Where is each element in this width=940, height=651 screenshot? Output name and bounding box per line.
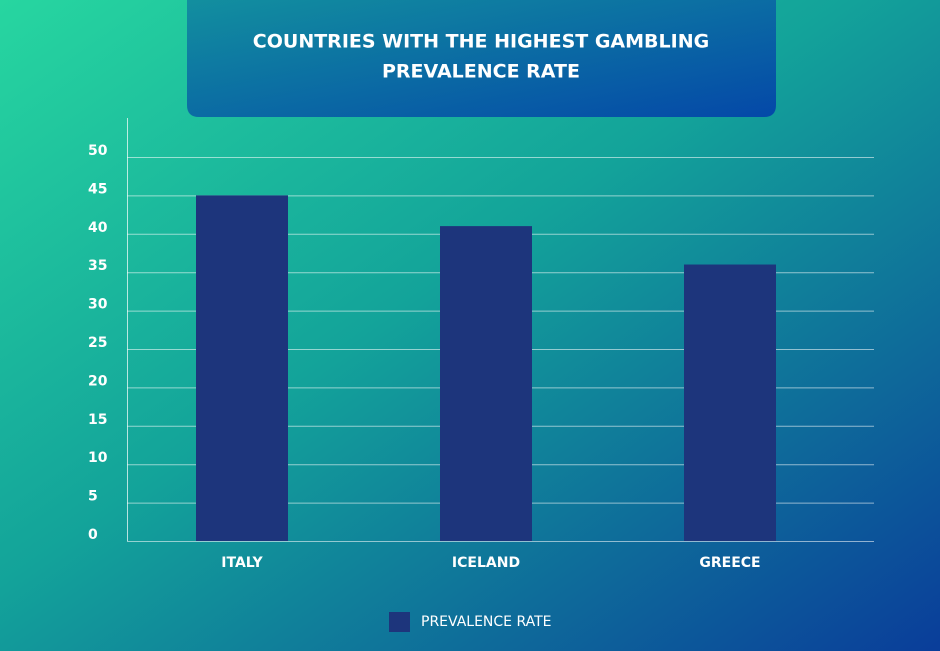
y-tick-label: 15 [88,412,107,428]
bar [196,195,288,541]
title-box [187,0,776,117]
y-tick-label: 20 [88,373,108,389]
y-tick-label: 25 [88,335,107,351]
y-tick-label: 10 [88,450,108,466]
y-tick-label: 0 [88,527,98,543]
chart-title: COUNTRIES WITH THE HIGHEST GAMBLING [253,31,709,53]
legend-swatch [389,612,410,632]
legend-label: PREVALENCE RATE [421,614,552,630]
y-tick-label: 30 [88,297,108,313]
chart-title: PREVALENCE RATE [382,61,580,83]
y-tick-label: 50 [88,143,108,159]
x-tick-label: ITALY [221,555,263,571]
bar [440,226,532,541]
bar [684,264,776,541]
y-tick-label: 40 [88,220,108,236]
y-tick-label: 5 [88,489,98,505]
x-tick-label: GREECE [699,555,760,571]
y-tick-label: 45 [88,181,107,197]
y-tick-label: 35 [88,258,107,274]
x-tick-label: ICELAND [452,555,520,571]
